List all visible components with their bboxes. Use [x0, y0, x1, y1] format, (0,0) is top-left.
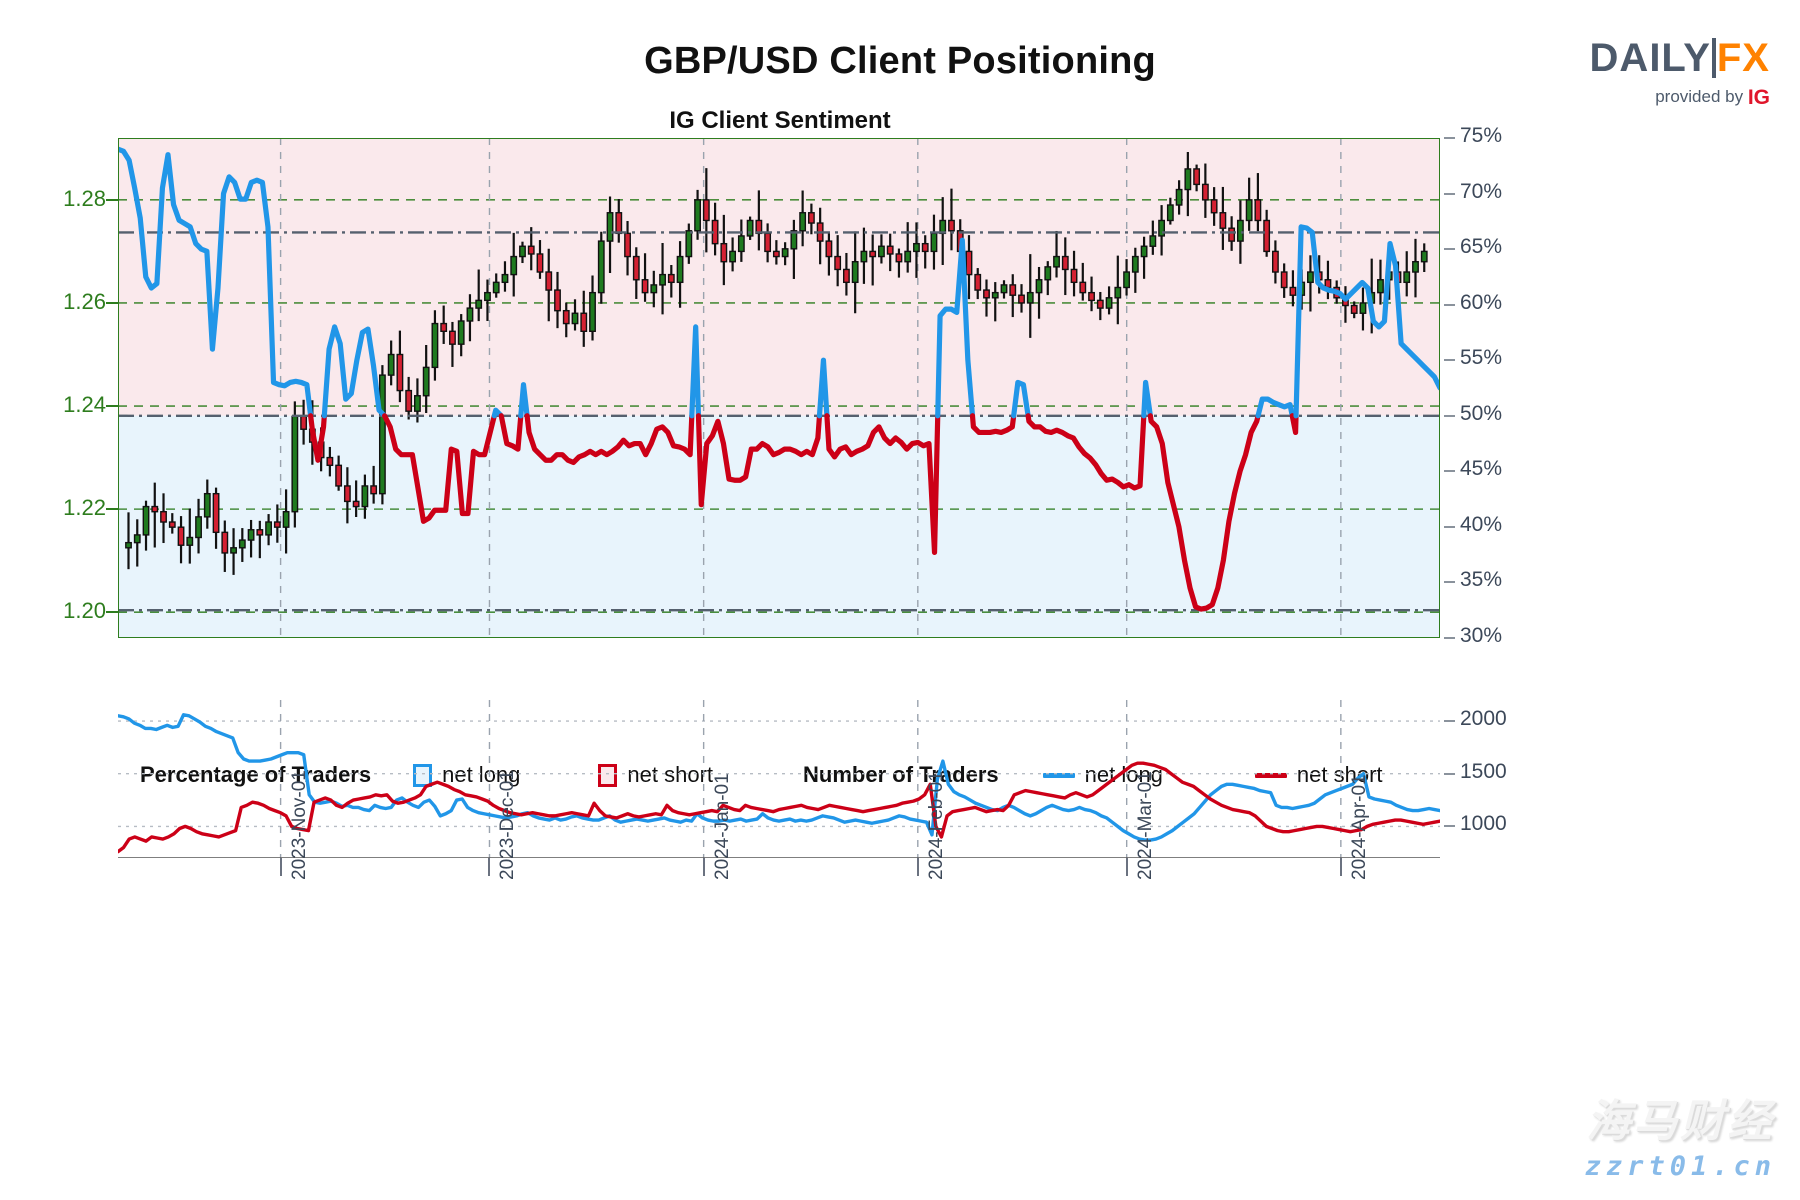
logo-provided-by-text: provided by	[1655, 87, 1744, 106]
sentiment-line-series	[118, 146, 1440, 612]
y-axis-right-tick-35: 35%	[1460, 568, 1503, 592]
sub-y-axis-tickmark	[1444, 720, 1455, 723]
y-axis-right-tick-45: 45%	[1460, 457, 1503, 481]
watermark-cn-text: 海马财经	[1586, 1096, 1775, 1147]
y-axis-right-tickmark	[1444, 470, 1455, 473]
x-axis-tickmark	[702, 858, 705, 876]
y-axis-right-tickmark	[1444, 637, 1455, 639]
y-axis-right-tick-65: 65%	[1460, 235, 1503, 259]
y-axis-right-tick-50: 50%	[1460, 401, 1503, 425]
y-axis-right-tick-60: 60%	[1460, 290, 1503, 314]
y-axis-left-tickmark	[106, 611, 118, 614]
x-axis-tick-2023-Dec-01: 2023-Dec-01	[497, 770, 519, 880]
swatch-line-blue-icon	[1042, 772, 1075, 778]
y-axis-right-tick-40: 40%	[1460, 512, 1503, 536]
x-axis-tick-2024-Feb-01: 2024-Feb-01	[925, 771, 947, 880]
legend-item-num-net-short[interactable]: net short	[1254, 762, 1383, 788]
y-axis-left-tickmark	[106, 301, 118, 304]
y-axis-left-tick-1.20: 1.20	[63, 598, 106, 624]
logo-wordmark: DAILY FX	[1590, 38, 1770, 78]
y-axis-left-tick-1.28: 1.28	[63, 185, 106, 211]
price-sentiment-chart	[118, 138, 1440, 638]
sub-y-axis-tickmark	[1444, 825, 1455, 828]
x-axis-tick-2024-Mar-01: 2024-Mar-01	[1134, 771, 1156, 880]
sub-y-axis-tick-1500: 1500	[1460, 759, 1507, 783]
chart-subtitle: IG Client Sentiment	[669, 107, 891, 134]
y-axis-right-tickmark	[1444, 581, 1455, 584]
y-axis-left-tickmark	[106, 508, 118, 511]
legend-label-pct-net-long: net long	[442, 762, 521, 787]
logo-provider: provided by IG	[1590, 87, 1770, 108]
x-axis-tickmark	[1125, 858, 1128, 876]
x-axis-tickmark	[1339, 858, 1342, 876]
y-axis-right-tick-75: 75%	[1460, 124, 1503, 147]
sub-y-axis-tick-2000: 2000	[1460, 707, 1507, 731]
x-axis-tick-2024-Jan-01: 2024-Jan-01	[711, 773, 733, 880]
watermark-en-text: zzrt01.cn	[1584, 1151, 1776, 1182]
x-axis-tick-2024-Apr-01: 2024-Apr-01	[1348, 774, 1370, 880]
sub-y-axis-tick-1000: 1000	[1460, 812, 1507, 836]
candlestick-series	[125, 152, 1428, 575]
y-axis-right-tick-55: 55%	[1460, 346, 1503, 370]
legend-group-number-title: Number of Traders	[803, 762, 999, 787]
chart-legend: Percentage of Traders net long net short…	[140, 760, 1383, 790]
x-axis-tick-2023-Nov-01: 2023-Nov-01	[288, 770, 310, 880]
legend-item-pct-net-long[interactable]: net long	[413, 762, 520, 788]
legend-group-percentage-title: Percentage of Traders	[140, 762, 372, 787]
page-title: GBP/USD Client Positioning	[644, 40, 1156, 82]
y-axis-left-tickmark	[106, 198, 118, 201]
logo-ig-text: IG	[1747, 86, 1770, 109]
sub-y-axis-tickmark	[1444, 772, 1455, 775]
legend-label-num-net-short: net short	[1296, 762, 1383, 787]
trader-count-line-net-long	[118, 713, 1440, 842]
y-axis-left-tick-1.24: 1.24	[63, 392, 106, 418]
logo-daily-text: DAILY	[1589, 36, 1711, 80]
swatch-line-red-icon	[1254, 772, 1287, 778]
y-axis-right-tickmark	[1444, 192, 1455, 195]
y-axis-left-tickmark	[106, 405, 118, 408]
legend-label-pct-net-short: net short	[627, 762, 714, 787]
trader-count-line-net-short	[118, 761, 1440, 854]
y-axis-right-tickmark	[1444, 303, 1455, 306]
trader-count-chart	[118, 700, 1440, 858]
y-axis-left-tick-1.26: 1.26	[63, 288, 106, 314]
y-axis-right-tickmark	[1444, 248, 1455, 251]
swatch-box-blue-icon	[413, 763, 433, 787]
dailyfx-logo: DAILY FX provided by IG	[1590, 38, 1770, 108]
x-axis-tickmark	[488, 858, 491, 876]
logo-divider-bar	[1711, 38, 1716, 78]
swatch-box-red-icon	[598, 763, 618, 787]
y-axis-right-tickmark	[1444, 137, 1455, 139]
logo-fx-text: FX	[1716, 36, 1770, 80]
y-axis-right-tickmark	[1444, 525, 1455, 528]
site-watermark: 海马财经 zzrt01.cn	[1585, 1085, 1776, 1182]
x-axis-tickmark	[279, 858, 282, 876]
y-axis-right-tickmark	[1444, 414, 1455, 417]
legend-item-pct-net-short[interactable]: net short	[598, 762, 713, 788]
y-axis-right-tickmark	[1444, 359, 1455, 362]
y-axis-right-tick-30: 30%	[1460, 624, 1503, 647]
y-axis-left-tick-1.22: 1.22	[63, 495, 106, 521]
y-axis-right-tick-70: 70%	[1460, 179, 1503, 203]
x-axis-tickmark	[916, 858, 919, 876]
